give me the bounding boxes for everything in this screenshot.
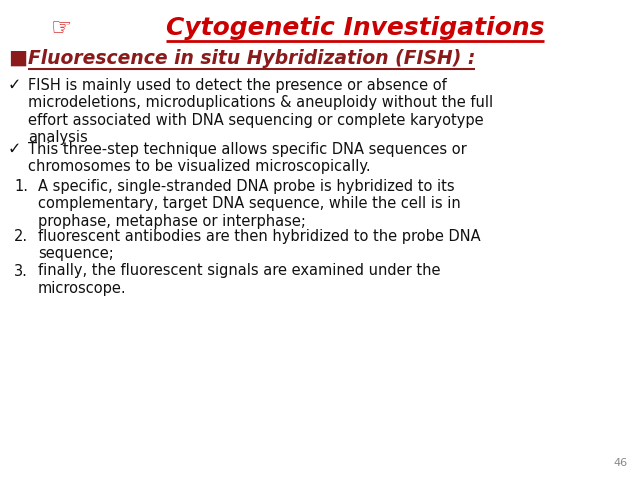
Text: 2.: 2. [14,228,28,243]
Text: ✓: ✓ [8,78,22,93]
Text: 1.: 1. [14,179,28,194]
Text: FISH is mainly used to detect the presence or absence of
microdeletions, microdu: FISH is mainly used to detect the presen… [28,78,493,145]
Text: ☞: ☞ [52,16,73,40]
Text: This three-step technique allows specific DNA sequences or
chromosomes to be vis: This three-step technique allows specifi… [28,142,467,174]
Text: finally, the fluorescent signals are examined under the
microscope.: finally, the fluorescent signals are exa… [38,263,440,296]
Text: 3.: 3. [14,263,28,278]
Text: 46: 46 [614,458,628,468]
Text: ■: ■ [8,48,27,68]
Text: ✓: ✓ [8,142,22,157]
Text: Fluorescence in situ Hybridization (FISH) :: Fluorescence in situ Hybridization (FISH… [28,48,475,68]
Text: A specific, single-stranded DNA probe is hybridized to its
complementary, target: A specific, single-stranded DNA probe is… [38,179,461,229]
Text: Cytogenetic Investigations: Cytogenetic Investigations [166,16,544,40]
Text: fluorescent antibodies are then hybridized to the probe DNA
sequence;: fluorescent antibodies are then hybridiz… [38,228,480,261]
